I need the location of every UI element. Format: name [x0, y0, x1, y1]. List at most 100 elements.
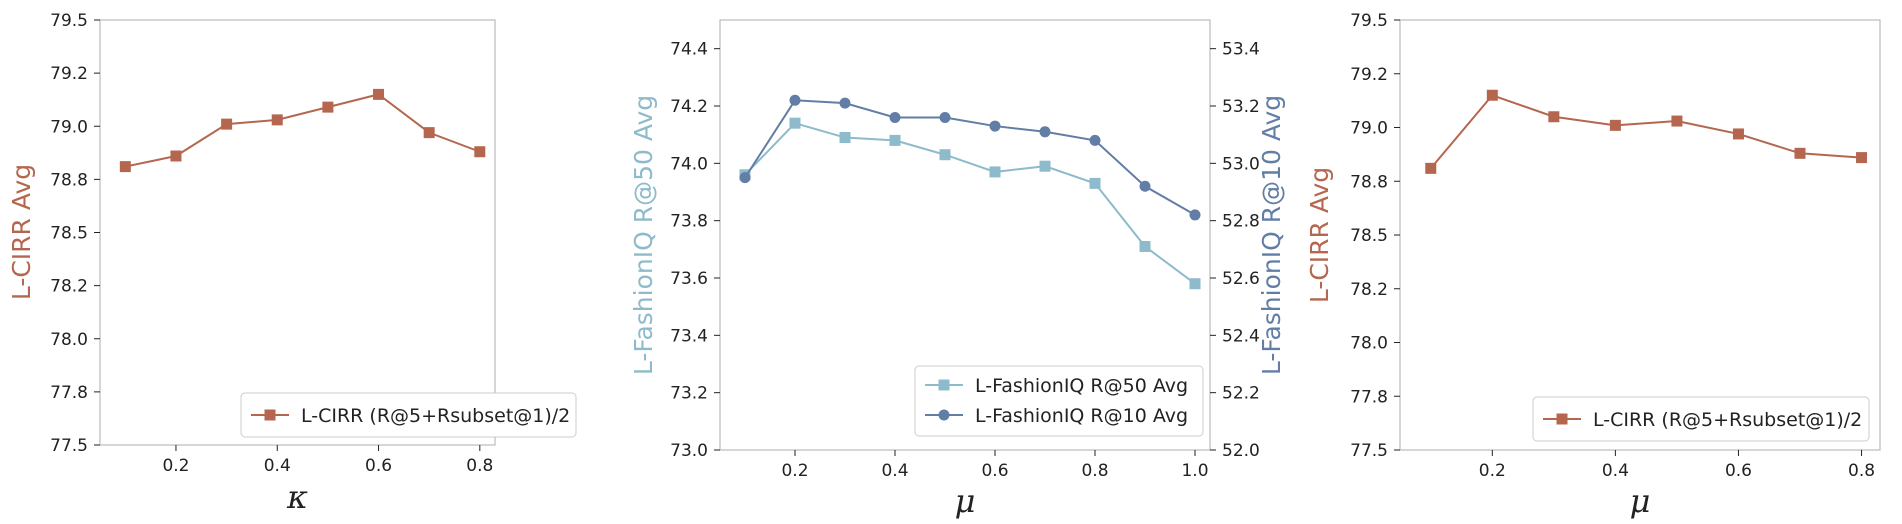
data-point: [1548, 111, 1560, 123]
data-point: [889, 134, 901, 146]
legend-marker: [938, 409, 950, 421]
y-right-tick-label: 52.0: [1222, 441, 1260, 461]
y-tick-label: 77.8: [50, 383, 88, 403]
x-axis-label: μ: [955, 482, 976, 520]
data-point: [1139, 240, 1151, 252]
y-tick-label: 73.0: [670, 441, 708, 461]
data-point: [839, 97, 851, 109]
y-tick-label: 74.2: [670, 97, 708, 117]
y-tick-label: 79.0: [1350, 119, 1388, 139]
data-point: [1039, 160, 1051, 172]
x-tick-label: 0.2: [162, 456, 189, 476]
legend: L-FashionIQ R@50 Avg L-FashionIQ R@10 Avg: [914, 365, 1204, 437]
y-tick-label: 73.8: [670, 212, 708, 232]
legend-marker: [938, 379, 950, 391]
data-point: [271, 114, 283, 126]
data-point: [1856, 152, 1868, 164]
y-tick-label: 78.5: [1350, 226, 1388, 246]
data-point: [1139, 180, 1151, 192]
y-tick-label: 74.4: [670, 40, 708, 60]
y-tick-label: 79.5: [50, 11, 88, 31]
data-point: [789, 117, 801, 129]
data-point: [474, 146, 486, 158]
chart-2: 0.2 0.4 0.6 0.8 1.0 73.0 73.2 73.4 73.6 73.8 74.0 7…: [629, 19, 1286, 520]
plot-frame: [1399, 19, 1881, 451]
y-axis-label: L-FashionIQ R@50 Avg: [629, 95, 658, 375]
x-axis-label: μ: [1630, 482, 1651, 520]
legend-box: [914, 365, 1204, 437]
y-tick-label: 79.2: [1350, 65, 1388, 85]
y-right-tick-label: 52.6: [1222, 269, 1260, 289]
data-point: [1089, 177, 1101, 189]
data-point: [1039, 126, 1051, 138]
x-tick-label: 0.8: [466, 456, 493, 476]
x-tick-label: 0.6: [365, 456, 392, 476]
y-tick-label: 77.5: [50, 436, 88, 456]
data-point: [1089, 134, 1101, 146]
y-right-tick-label: 53.0: [1222, 154, 1260, 174]
y-axis-label: L-CIRR Avg: [1305, 167, 1334, 303]
data-point: [1671, 115, 1683, 127]
chart-1: 0.2 0.4 0.6 0.8 77.5 77.8 78.0 78.2 78.5 78.8 79.0…: [7, 11, 577, 516]
y-right-tick-label: 53.2: [1222, 97, 1260, 117]
legend-entry-label: L-FashionIQ R@50 Avg: [975, 375, 1188, 397]
series-line-1: [1430, 94, 1862, 169]
y-right-axis-label: L-FashionIQ R@10 Avg: [1257, 95, 1286, 375]
y-axis-label: L-CIRR Avg: [7, 164, 36, 300]
x-axis-label: κ: [286, 478, 308, 516]
y-right-tick-label: 52.4: [1222, 326, 1260, 346]
y-tick-label: 79.0: [50, 117, 88, 137]
legend-entry-label: L-CIRR (R@5+Rsubset@1)/2: [1593, 409, 1862, 431]
data-point: [939, 111, 951, 123]
y-tick-label: 78.5: [50, 224, 88, 244]
legend-marker: [264, 409, 276, 421]
data-point: [889, 111, 901, 123]
x-tick-label: 0.8: [1081, 461, 1108, 481]
y-tick-label: 79.2: [50, 64, 88, 84]
y-tick-label: 78.2: [50, 277, 88, 297]
data-point: [989, 166, 1001, 178]
series-line-2: [744, 99, 1196, 216]
legend-box: [240, 392, 577, 438]
x-tick-label: 0.2: [1479, 461, 1506, 481]
data-point: [322, 101, 334, 113]
x-tick-label: 0.4: [264, 456, 291, 476]
x-tick-label: 0.6: [981, 461, 1008, 481]
y-tick-label: 73.4: [670, 326, 708, 346]
data-point: [1189, 278, 1201, 290]
data-point: [1794, 147, 1806, 159]
data-point: [1189, 209, 1201, 221]
y-tick-label: 74.0: [670, 154, 708, 174]
data-point: [170, 150, 182, 162]
y-tick-label: 79.5: [1350, 11, 1388, 31]
y-tick-label: 73.6: [670, 269, 708, 289]
data-point: [789, 94, 801, 106]
legend: L-CIRR (R@5+Rsubset@1)/2: [1532, 396, 1870, 442]
plot-frame: [99, 19, 496, 446]
x-tick-label: 0.6: [1725, 461, 1752, 481]
y-right-tick-label: 52.2: [1222, 384, 1260, 404]
data-point: [1486, 89, 1498, 101]
legend: L-CIRR (R@5+Rsubset@1)/2: [240, 392, 577, 438]
x-tick-label: 0.2: [781, 461, 808, 481]
y-tick-label: 73.2: [670, 384, 708, 404]
data-point: [221, 118, 233, 130]
y-right-tick-label: 52.8: [1222, 212, 1260, 232]
data-point: [939, 149, 951, 161]
data-point: [739, 172, 751, 184]
data-point: [1425, 162, 1437, 174]
series-line-1: [125, 93, 481, 168]
series-line-1: [744, 122, 1196, 285]
x-tick-label: 0.4: [881, 461, 908, 481]
data-point: [1609, 119, 1621, 131]
chart-3: 0.2 0.4 0.6 0.8 77.5 77.8 78.0 78.2 78.5 78.8 79.0…: [1305, 11, 1881, 520]
legend-marker: [1556, 413, 1568, 425]
data-point: [119, 161, 131, 173]
data-point: [373, 88, 385, 100]
data-point: [989, 120, 1001, 132]
y-tick-label: 77.5: [1350, 441, 1388, 461]
legend-box: [1532, 396, 1870, 442]
y-tick-label: 78.2: [1350, 280, 1388, 300]
x-tick-label: 1.0: [1181, 461, 1208, 481]
